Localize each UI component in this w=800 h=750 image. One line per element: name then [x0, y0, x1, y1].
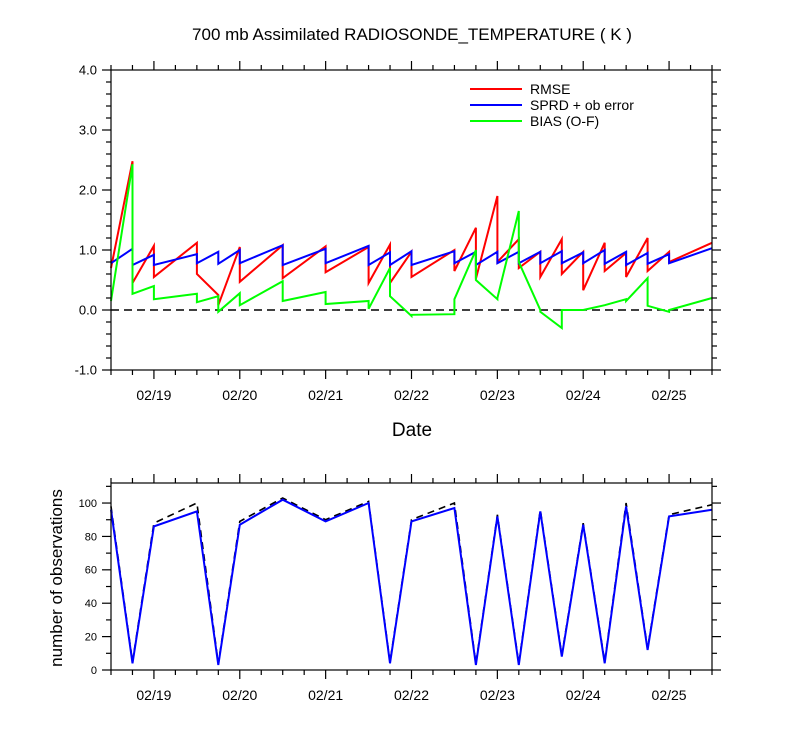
bottom-ticks — [102, 474, 721, 679]
top-plot-frame — [110, 69, 713, 371]
series-line-bias-o-f — [110, 164, 713, 331]
legend-label-bias-o-f: BIAS (O-F) — [530, 113, 599, 129]
x-tick-label: 02/21 — [308, 687, 343, 703]
top-panel: -1.0 0.0 1.0 2.0 3.0 4.0 02/19 02/20 02/21 02/22… — [75, 61, 721, 441]
y-axis-label-observations: number of observations — [47, 489, 66, 667]
y-tick-label: 80 — [85, 531, 97, 543]
x-tick-label: 02/22 — [394, 387, 429, 403]
x-tick-label: 02/24 — [566, 387, 601, 403]
y-tick-label: -1.0 — [75, 363, 97, 378]
y-tick-label: 60 — [85, 565, 97, 577]
bottom-plot-frame — [110, 482, 713, 671]
top-y-tick-labels: -1.0 0.0 1.0 2.0 3.0 4.0 — [75, 63, 97, 378]
series-line-rmse — [110, 161, 713, 306]
series-line-used — [110, 498, 713, 666]
x-tick-label: 02/20 — [222, 687, 257, 703]
y-tick-label: 1.0 — [79, 243, 97, 258]
y-tick-label: 20 — [85, 631, 97, 643]
bottom-x-tick-labels: 02/19 02/20 02/21 02/22 02/23 02/24 02/25 — [136, 687, 686, 703]
x-tick-label: 02/24 — [566, 687, 601, 703]
x-tick-label: 02/23 — [480, 387, 515, 403]
x-axis-label: Date — [392, 420, 432, 441]
x-tick-label: 02/22 — [394, 687, 429, 703]
bottom-y-tick-labels: 0 20 40 60 80 100 — [79, 498, 97, 677]
x-tick-label: 02/25 — [652, 387, 687, 403]
y-tick-label: 0.0 — [79, 303, 97, 318]
y-tick-label: 3.0 — [79, 123, 97, 138]
x-tick-label: 02/25 — [652, 687, 687, 703]
x-tick-label: 02/20 — [222, 387, 257, 403]
bottom-series-lines — [110, 497, 713, 666]
y-tick-label: 0 — [91, 665, 97, 677]
top-x-tick-labels: 02/19 02/20 02/21 02/22 02/23 02/24 02/25 — [136, 387, 686, 403]
series-line-sprd-ob-error — [110, 243, 713, 267]
x-tick-label: 02/21 — [308, 387, 343, 403]
y-tick-label: 100 — [79, 498, 97, 510]
x-tick-label: 02/23 — [480, 687, 515, 703]
x-tick-label: 02/19 — [136, 687, 171, 703]
chart-title: 700 mb Assimilated RADIOSONDE_TEMPERATUR… — [192, 25, 632, 44]
y-tick-label: 2.0 — [79, 183, 97, 198]
x-tick-label: 02/19 — [136, 387, 171, 403]
top-series-lines — [110, 161, 713, 331]
y-tick-label: 40 — [85, 598, 97, 610]
top-ticks — [102, 61, 721, 379]
legend-label-sprd-ob-error: SPRD + ob error — [530, 97, 634, 113]
y-tick-label: 4.0 — [79, 63, 97, 78]
legend-label-rmse: RMSE — [530, 81, 570, 97]
